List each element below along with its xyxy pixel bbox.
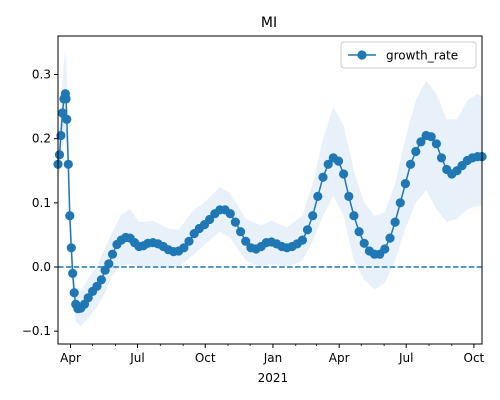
data-point [302,225,313,235]
data-point [411,146,421,157]
data-point [318,172,328,182]
x-tick-label: Oct [464,351,485,365]
plot-area: −0.1 0.0 0.1 0.2 0.3 Apr Jul Oct Jan Apr Jul Oct 202… [22,35,487,385]
data-point [57,108,67,118]
x-tick-label: Jul [398,351,413,365]
x-tick-label: Apr [329,351,350,365]
y-tick-label: 0.0 [32,260,51,274]
x-year-label: 2021 [258,371,289,385]
data-point [54,150,65,160]
data-point [390,217,400,227]
data-point [230,217,240,227]
data-point [333,156,344,166]
data-point [400,179,410,189]
data-point [431,139,441,149]
chart-title: MI [261,15,277,31]
data-point [96,275,106,285]
data-point [104,259,114,269]
data-point [107,249,118,259]
x-tick-label: Jan [263,351,283,365]
data-point [339,169,349,179]
data-point [184,236,194,246]
data-point [308,211,318,221]
legend-box [340,41,477,69]
data-point [354,227,364,237]
data-point [241,236,251,246]
data-point [359,238,369,248]
data-point [56,130,66,141]
data-point [313,191,323,201]
data-point [225,209,235,219]
y-tick-label: 0.1 [32,196,51,210]
data-point [68,268,78,278]
x-tick-label: Apr [60,351,81,365]
data-point [66,243,76,253]
data-point [395,198,405,208]
data-point [92,281,102,291]
data-point [179,243,189,253]
data-point [426,132,436,142]
y-tick-label: 0.3 [32,68,51,82]
data-point [65,211,75,221]
data-point [69,288,79,298]
series-markers [53,89,487,314]
data-point [385,233,395,243]
data-point [297,235,307,245]
data-point [62,114,72,124]
axes-frame [57,35,483,345]
y-tick-label: −0.1 [22,324,51,338]
legend: growth_rate [340,41,477,69]
data-point [416,137,426,147]
data-point [63,159,73,169]
data-point [344,191,354,201]
data-point [236,227,246,237]
data-point [83,293,93,303]
legend-label: growth_rate [386,49,458,63]
data-point [61,94,71,104]
legend-marker-swatch [357,50,367,60]
data-point [380,244,390,254]
data-point [436,153,447,163]
data-point [406,159,416,169]
y-tick-label: 0.2 [32,132,51,146]
data-point [323,159,333,169]
x-tick-label: Jul [129,351,144,365]
data-point [349,211,359,221]
x-tick-label: Oct [195,351,216,365]
